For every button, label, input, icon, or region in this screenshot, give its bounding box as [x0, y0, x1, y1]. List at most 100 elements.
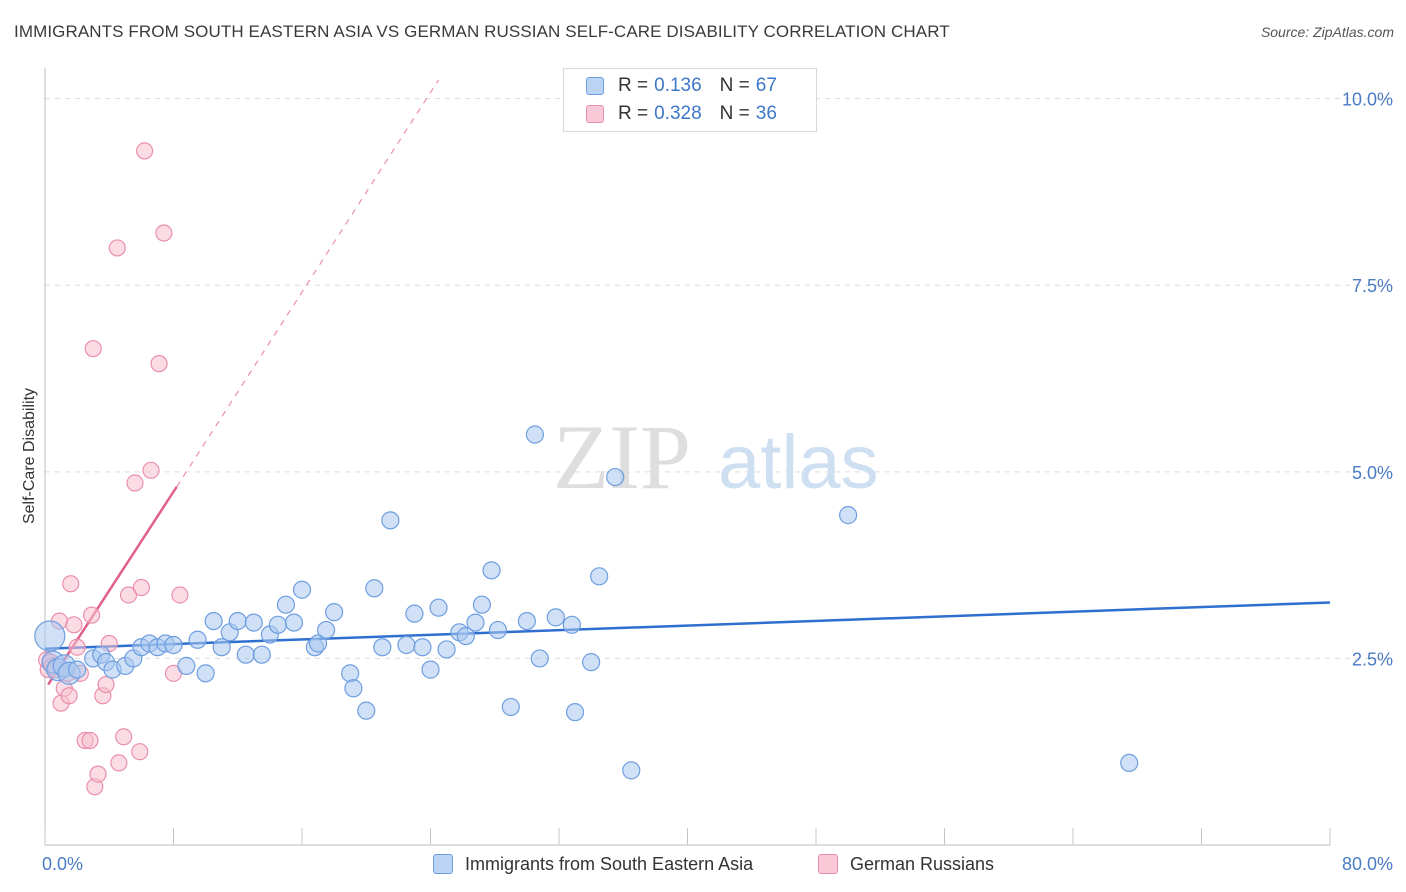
data-point-immigrants-sea: [316, 620, 336, 640]
data-point-immigrants-sea: [472, 595, 491, 614]
x-tick-label: 0.0%: [42, 854, 83, 874]
data-point-immigrants-sea: [482, 561, 501, 580]
data-point-german-russians: [155, 224, 173, 242]
data-point-german-russians: [135, 142, 154, 160]
data-point-immigrants-sea: [546, 608, 565, 627]
series-german-russians: [38, 142, 189, 796]
data-point-german-russians: [150, 355, 168, 373]
data-point-german-russians: [119, 586, 138, 604]
data-point-german-russians: [82, 606, 101, 624]
data-point-immigrants-sea: [228, 611, 247, 631]
data-point-immigrants-sea: [456, 626, 475, 646]
data-point-immigrants-sea: [196, 664, 215, 683]
data-point-german-russians: [60, 687, 78, 705]
legend-r-value: 0.328: [654, 103, 702, 124]
y-tick-label: 7.5%: [1352, 276, 1393, 296]
series-immigrants-south-eastern-asia: [34, 425, 1139, 780]
data-point-immigrants-sea: [517, 611, 536, 631]
data-point-immigrants-sea: [525, 425, 545, 444]
correlation-legend: R = 0.136 N = 67 R = 0.328 N = 36: [563, 68, 817, 132]
legend-n-value: 67: [755, 75, 777, 96]
data-point-german-russians: [84, 340, 102, 358]
data-point-immigrants-sea: [357, 701, 376, 720]
data-point-immigrants-sea: [268, 615, 288, 634]
axes: [44, 68, 1331, 846]
data-point-immigrants-sea: [429, 598, 448, 617]
y-tick-label: 5.0%: [1352, 463, 1393, 483]
data-point-immigrants-sea: [276, 595, 296, 614]
data-point-german-russians: [110, 754, 128, 772]
data-point-immigrants-sea: [236, 645, 255, 664]
bottom-legend-label-pink: German Russians: [850, 853, 995, 874]
data-point-german-russians: [142, 461, 160, 479]
trend-extension-german-russians: [176, 79, 440, 488]
y-axis-label: Self-Care Disability: [21, 388, 38, 524]
data-point-immigrants-sea: [373, 638, 392, 657]
data-point-immigrants-sea: [381, 511, 400, 530]
data-point-immigrants-sea: [606, 467, 625, 487]
data-point-german-russians: [108, 239, 126, 257]
data-point-german-russians: [68, 638, 86, 656]
data-point-german-russians: [115, 728, 133, 746]
y-tick-label: 10.0%: [1342, 90, 1393, 110]
data-point-immigrants-sea: [839, 506, 858, 525]
legend-r-label: R =: [618, 103, 649, 124]
data-point-immigrants-sea: [292, 580, 312, 599]
y-tick-label: 2.5%: [1352, 649, 1393, 669]
data-point-immigrants-sea: [562, 615, 581, 634]
data-point-immigrants-sea: [188, 630, 207, 649]
data-point-immigrants-sea: [590, 567, 609, 586]
data-point-german-russians: [62, 575, 80, 593]
data-point-german-russians: [131, 743, 149, 761]
data-point-german-russians: [126, 474, 144, 492]
data-point-german-russians: [132, 578, 150, 597]
legend-n-label: N =: [719, 75, 750, 96]
legend-row-blue: R = 0.136 N = 67: [586, 73, 777, 99]
data-point-immigrants-sea: [466, 613, 485, 632]
data-point-immigrants-sea: [177, 656, 196, 675]
bottom-legend-item-blue: Immigrants from South Eastern Asia: [433, 851, 753, 877]
chart-title: IMMIGRANTS FROM SOUTH EASTERN ASIA VS GE…: [14, 22, 950, 41]
data-point-immigrants-sea: [397, 635, 416, 655]
data-point-immigrants-sea: [501, 697, 520, 717]
data-point-immigrants-sea: [437, 640, 456, 659]
trend-line-immigrants-sea: [44, 601, 1331, 650]
data-point-immigrants-sea: [488, 620, 508, 640]
data-point-immigrants-sea: [530, 649, 549, 668]
legend-n-label: N =: [719, 103, 750, 124]
bottom-legend-swatch-blue: [433, 854, 453, 874]
data-point-immigrants-sea: [582, 653, 601, 672]
data-point-immigrants-sea: [252, 645, 271, 664]
data-point-german-russians: [65, 616, 83, 634]
legend-swatch-pink: [586, 105, 604, 123]
grid-lines: [45, 98, 1392, 659]
tick-labels: 2.5% 5.0% 7.5% 10.0% 0.0% 80.0%: [42, 90, 1393, 874]
data-point-immigrants-sea: [308, 634, 328, 653]
watermark-atlas: atlas: [718, 420, 879, 505]
x-tick-label: 80.0%: [1342, 854, 1393, 874]
data-point-immigrants-sea: [341, 664, 360, 683]
data-point-immigrants-sea: [1120, 753, 1139, 773]
legend-r-value: 0.136: [654, 75, 702, 96]
data-point-immigrants-sea: [244, 613, 263, 632]
data-point-immigrants-sea: [212, 638, 231, 657]
data-point-immigrants-sea: [164, 635, 183, 655]
data-point-immigrants-sea: [565, 703, 585, 722]
data-point-german-russians: [89, 765, 107, 783]
bottom-legend-swatch-pink: [818, 854, 838, 874]
bottom-legend-label-blue: Immigrants from South Eastern Asia: [465, 853, 754, 874]
legend-n-value: 36: [755, 103, 777, 124]
trend-line-german-russians: [47, 486, 178, 686]
data-point-immigrants-sea: [405, 604, 424, 623]
data-point-immigrants-sea: [622, 761, 641, 780]
legend-swatch-blue: [586, 77, 604, 95]
data-point-immigrants-sea: [325, 603, 344, 622]
data-point-immigrants-sea: [34, 620, 66, 652]
data-point-german-russians: [81, 731, 99, 750]
legend-row-pink: R = 0.328 N = 36: [586, 101, 777, 127]
data-point-german-russians: [97, 675, 115, 694]
data-point-immigrants-sea: [413, 638, 432, 657]
data-point-immigrants-sea: [284, 613, 304, 632]
bottom-legend-item-pink: German Russians: [818, 851, 994, 877]
